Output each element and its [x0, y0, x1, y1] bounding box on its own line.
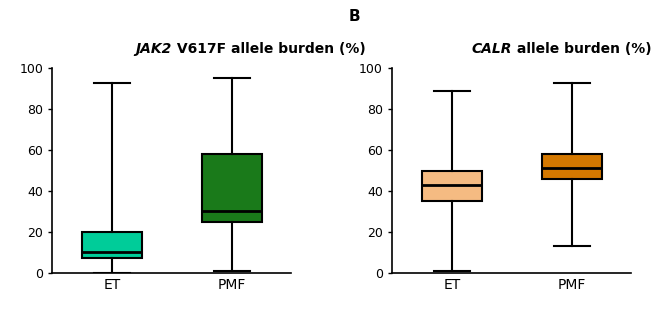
FancyBboxPatch shape	[202, 154, 262, 222]
FancyBboxPatch shape	[422, 170, 482, 201]
Text: allele burden (%): allele burden (%)	[512, 42, 651, 56]
FancyBboxPatch shape	[542, 154, 602, 179]
FancyBboxPatch shape	[82, 232, 142, 259]
Text: B: B	[348, 9, 360, 24]
Text: JAK2: JAK2	[135, 42, 172, 56]
Text: CALR: CALR	[471, 42, 512, 56]
Text: V617F allele burden (%): V617F allele burden (%)	[172, 42, 366, 56]
